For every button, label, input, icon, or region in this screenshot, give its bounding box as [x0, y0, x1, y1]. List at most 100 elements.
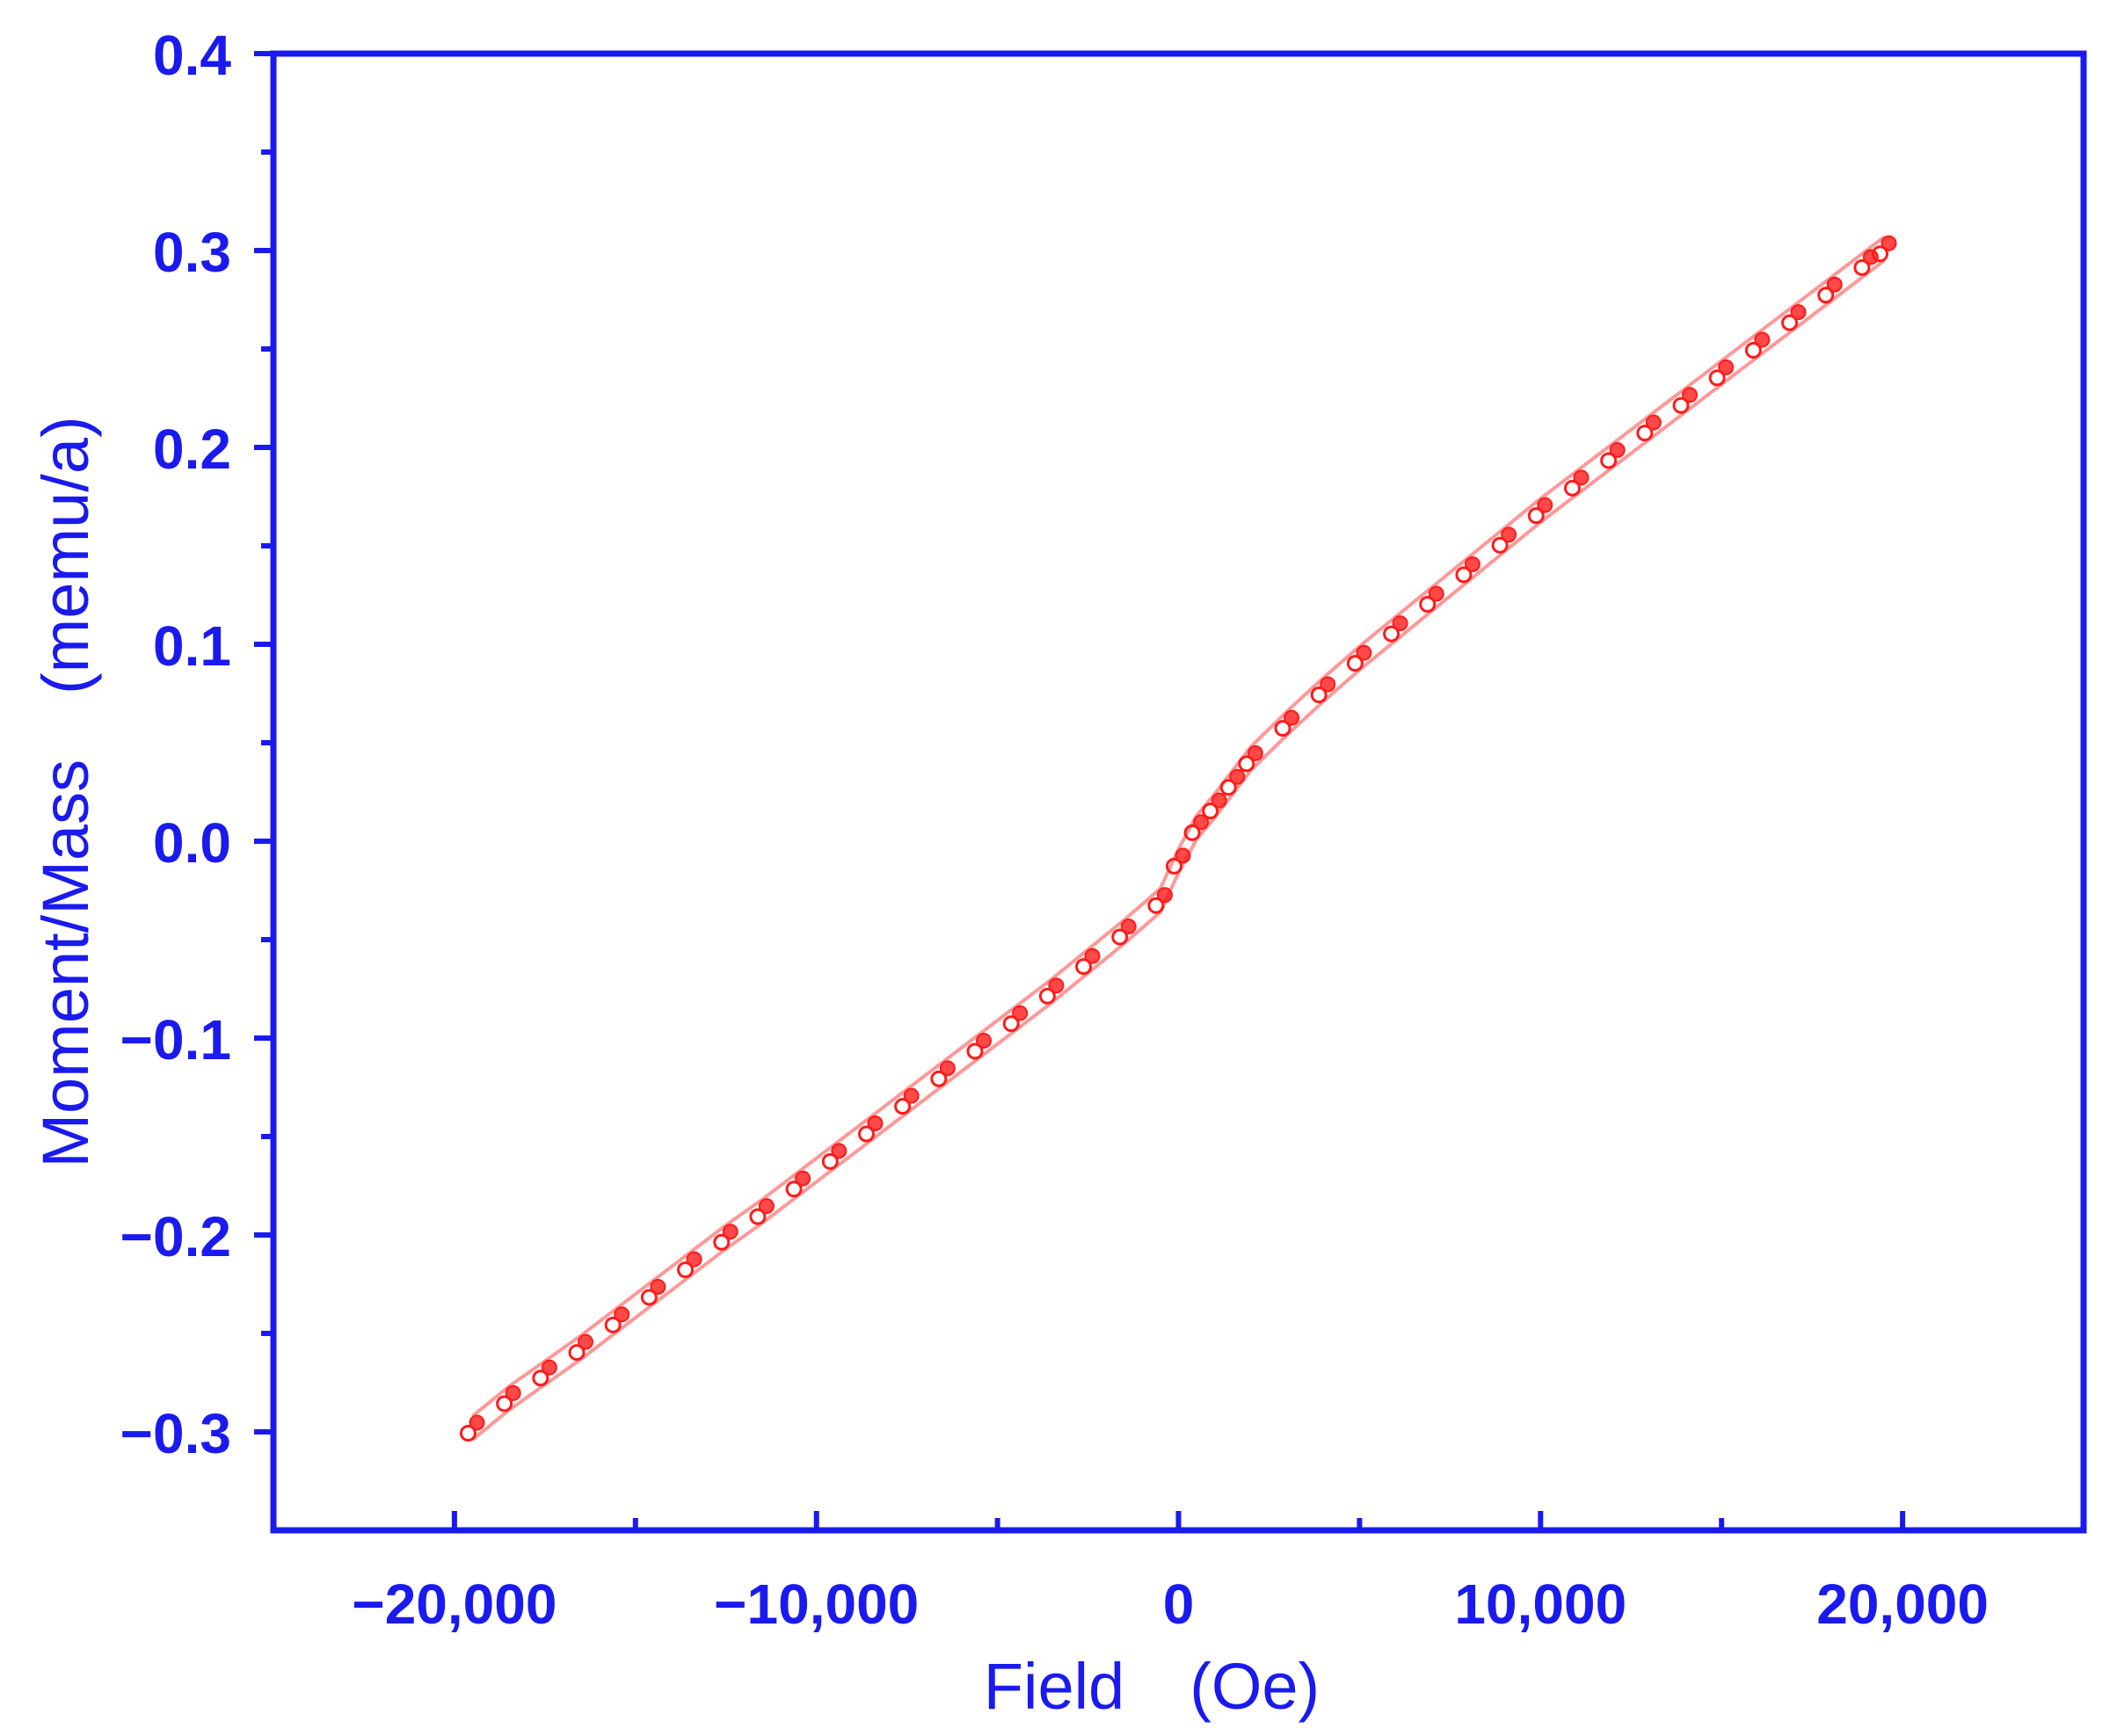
data-point — [930, 1070, 948, 1087]
x-tick-label: 20,000 — [1816, 1573, 1989, 1636]
data-point — [894, 1098, 912, 1115]
data-point — [1183, 824, 1201, 841]
data-point — [1817, 287, 1835, 304]
data-point — [1247, 745, 1263, 761]
data-point — [532, 1369, 549, 1387]
plot-frame — [270, 50, 2087, 1534]
x-axis-ticks: −20,000 −10,000 0 10,000 20,000 — [352, 1511, 1989, 1636]
data-point — [722, 1224, 738, 1240]
data-point — [758, 1198, 775, 1215]
y-axis-ticks: −0.3 −0.2 −0.1 0.0 0.1 0.2 0.3 0.4 — [120, 24, 273, 1465]
data-point — [1573, 469, 1590, 486]
y-tick-label: 0.0 — [153, 811, 231, 875]
data-point — [1284, 709, 1300, 726]
data-point — [469, 1414, 485, 1431]
y-tick-label: 0.2 — [153, 418, 231, 481]
data-point — [1718, 359, 1735, 375]
data-point — [785, 1180, 803, 1198]
data-point — [1645, 414, 1662, 431]
series-line — [471, 235, 1886, 1418]
y-tick-label: 0.4 — [153, 24, 231, 87]
data-point — [505, 1384, 521, 1401]
data-point — [1310, 686, 1328, 704]
data-point — [1346, 655, 1364, 672]
data-point — [831, 1143, 848, 1159]
y-tick-label: 0.3 — [153, 221, 231, 284]
data-point — [1147, 897, 1165, 914]
data-point — [578, 1333, 594, 1350]
data-point — [1491, 536, 1509, 554]
data-point — [1527, 507, 1545, 525]
data-point — [496, 1395, 513, 1413]
data-point — [939, 1060, 956, 1077]
data-point — [1537, 497, 1553, 513]
data-point — [1826, 276, 1843, 293]
data-point — [1383, 625, 1400, 643]
y-tick-label: 0.1 — [153, 614, 231, 678]
data-point — [1563, 479, 1581, 497]
x-axis-label: Field (Oe) — [984, 1650, 1320, 1723]
data-point — [821, 1152, 839, 1170]
data-point — [686, 1251, 702, 1267]
data-point — [713, 1233, 731, 1251]
data-point — [1229, 768, 1246, 785]
data-point — [1166, 857, 1182, 875]
data-point — [1202, 803, 1219, 820]
data-series — [459, 235, 1897, 1442]
data-point — [640, 1289, 658, 1306]
x-tick-label: −20,000 — [352, 1573, 557, 1636]
data-point — [1872, 245, 1889, 263]
x-tick-label: 0 — [1163, 1573, 1195, 1636]
data-point — [1501, 527, 1517, 543]
data-point — [1464, 556, 1480, 572]
data-point — [1120, 919, 1137, 935]
data-point — [1111, 928, 1129, 946]
data-point — [568, 1344, 586, 1362]
data-point — [795, 1170, 811, 1187]
data-point — [1636, 425, 1654, 442]
data-point — [1320, 676, 1336, 693]
data-point — [976, 1032, 993, 1049]
data-point — [1708, 369, 1726, 387]
data-point — [650, 1278, 666, 1295]
data-point — [1790, 304, 1807, 321]
data-point — [1419, 595, 1437, 613]
data-point — [867, 1115, 884, 1132]
data-point — [1193, 814, 1210, 831]
data-point — [1211, 792, 1227, 809]
data-point — [1682, 387, 1699, 403]
data-point — [903, 1087, 920, 1104]
data-point — [1428, 585, 1444, 602]
data-point — [966, 1042, 984, 1060]
data-point — [1038, 987, 1056, 1005]
data-point — [1781, 314, 1799, 331]
y-tick-label: −0.3 — [120, 1402, 231, 1465]
data-point — [1175, 847, 1191, 864]
data-point — [1219, 779, 1237, 796]
data-point — [749, 1208, 767, 1225]
y-tick-label: −0.1 — [120, 1008, 231, 1071]
data-point — [1609, 441, 1626, 458]
data-point — [1754, 331, 1771, 348]
data-point — [1455, 566, 1473, 584]
data-point — [1156, 887, 1173, 904]
y-tick-label: −0.2 — [120, 1205, 231, 1268]
data-point — [857, 1125, 875, 1143]
data-point — [614, 1306, 630, 1323]
data-point — [1238, 755, 1255, 773]
data-point — [1075, 958, 1093, 976]
x-tick-label: 10,000 — [1454, 1573, 1626, 1636]
data-point — [677, 1261, 695, 1279]
data-point — [1853, 258, 1871, 276]
data-point — [1002, 1015, 1020, 1033]
data-point — [459, 1425, 477, 1442]
data-point — [1862, 249, 1879, 265]
data-point — [1881, 235, 1897, 251]
data-point — [1672, 396, 1690, 414]
data-point — [1744, 342, 1762, 360]
data-point — [1356, 644, 1372, 661]
data-point — [1048, 977, 1065, 994]
data-point — [604, 1316, 622, 1333]
y-axis-label: Moment/Mass (memu/a) — [29, 416, 102, 1167]
